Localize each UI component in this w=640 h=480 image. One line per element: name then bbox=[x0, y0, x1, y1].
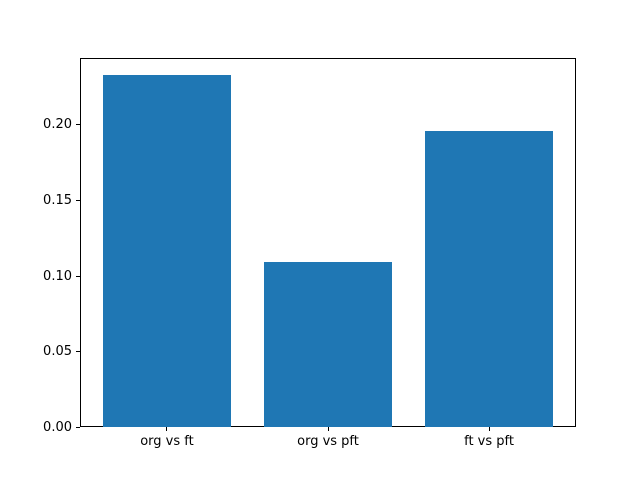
y-tick-label: 0.05 bbox=[43, 344, 72, 360]
bar-org-vs-ft bbox=[102, 75, 232, 428]
y-tick-mark bbox=[76, 351, 80, 353]
x-tick-mark bbox=[488, 427, 490, 432]
x-tick-label: org vs pft bbox=[297, 434, 359, 450]
y-tick-label: 0.20 bbox=[43, 117, 72, 133]
x-tick-mark bbox=[327, 427, 329, 432]
y-tick-mark bbox=[76, 124, 80, 126]
x-tick-mark bbox=[166, 427, 168, 432]
x-tick-label: ft vs pft bbox=[464, 434, 514, 450]
bar-ft-vs-pft bbox=[424, 131, 554, 428]
y-tick-mark bbox=[76, 426, 80, 428]
x-tick-label: org vs ft bbox=[140, 434, 194, 450]
bar-org-vs-pft bbox=[263, 262, 393, 428]
y-tick-mark bbox=[76, 200, 80, 202]
y-tick-label: 0.00 bbox=[43, 419, 72, 435]
y-tick-mark bbox=[76, 275, 80, 277]
y-tick-label: 0.10 bbox=[43, 268, 72, 284]
y-tick-label: 0.15 bbox=[43, 193, 72, 209]
